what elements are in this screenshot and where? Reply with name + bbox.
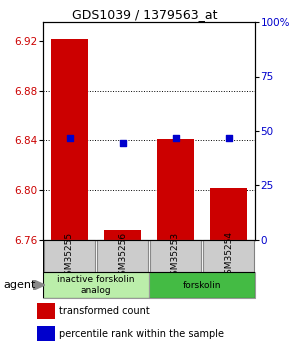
Point [67, 135, 72, 141]
Bar [210, 188, 247, 240]
Text: forskolin: forskolin [183, 280, 221, 289]
Text: percentile rank within the sample: percentile rank within the sample [59, 329, 224, 339]
Bar [150, 240, 201, 272]
Text: GSM35256: GSM35256 [118, 231, 127, 280]
Bar [157, 139, 194, 240]
Bar [104, 230, 141, 240]
Text: inactive forskolin
analog: inactive forskolin analog [57, 275, 135, 295]
Bar [37, 303, 55, 319]
Text: GDS1039 / 1379563_at: GDS1039 / 1379563_at [72, 8, 218, 21]
Bar [37, 326, 55, 342]
Bar [51, 39, 88, 240]
Bar [43, 272, 149, 298]
Bar [97, 240, 148, 272]
Bar [149, 272, 255, 298]
Point [120, 140, 125, 146]
Polygon shape [33, 280, 45, 290]
Text: GSM35255: GSM35255 [65, 231, 74, 280]
Text: agent: agent [3, 280, 35, 290]
Bar [203, 240, 254, 272]
Bar [44, 240, 95, 272]
Point [226, 135, 231, 141]
Text: transformed count: transformed count [59, 306, 150, 316]
Text: GSM35253: GSM35253 [171, 231, 180, 280]
Text: GSM35254: GSM35254 [224, 231, 233, 280]
Point [173, 135, 178, 141]
